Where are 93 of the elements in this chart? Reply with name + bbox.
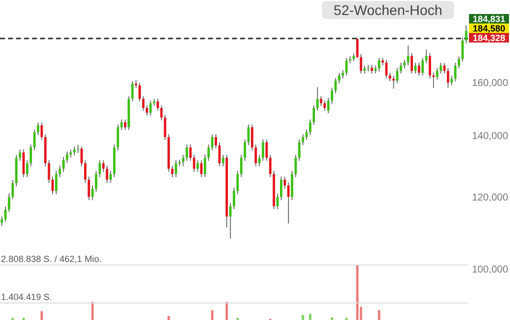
candlestick	[378, 57, 380, 72]
candlestick	[287, 182, 290, 224]
candlestick	[200, 160, 203, 178]
candlestick	[414, 62, 417, 74]
candlestick	[229, 202, 232, 240]
candlestick	[0, 216, 3, 226]
candlestick	[94, 170, 98, 192]
candlestick	[40, 122, 43, 140]
candlestick	[396, 68, 398, 84]
candlestick	[80, 146, 83, 167]
candlestick	[178, 159, 181, 167]
bar	[40, 311, 43, 320]
candlestick	[258, 154, 261, 167]
candlestick	[392, 75, 395, 90]
candlestick	[156, 98, 159, 112]
y-tick-label: 120,000	[472, 192, 509, 204]
candlestick	[214, 134, 218, 149]
candlestick	[265, 138, 268, 162]
candlestick	[134, 80, 138, 88]
candlestick	[236, 170, 239, 195]
candlestick	[102, 160, 105, 172]
text: 184,831	[472, 14, 506, 24]
candlestick	[22, 149, 25, 178]
candlestick	[84, 160, 86, 184]
candlestick	[440, 62, 442, 74]
candlestick	[298, 138, 300, 162]
candlestick	[36, 122, 40, 136]
candlestick	[211, 134, 214, 151]
candlestick	[443, 62, 446, 74]
candlestick	[406, 45, 410, 66]
candlestick	[240, 154, 242, 178]
candlestick	[327, 97, 330, 114]
candlestick	[454, 62, 456, 82]
candlestick	[138, 82, 141, 102]
bar	[226, 302, 228, 320]
candlestick	[98, 160, 101, 178]
candlestick	[250, 124, 254, 151]
candlestick	[12, 180, 14, 200]
candlestick	[425, 49, 428, 64]
ref-line-label: 1.404.419 S.	[1, 292, 52, 302]
candlestick	[186, 144, 188, 162]
candlestick	[192, 154, 196, 172]
candlestick	[428, 52, 432, 79]
candlestick	[26, 160, 28, 178]
candlestick	[109, 170, 112, 184]
ref-line-label: 2.808.838 S. / 462,1 Mio.	[1, 254, 102, 264]
y-tick-label: 160,000	[472, 78, 509, 90]
candlestick	[280, 176, 282, 201]
candlestick	[348, 56, 352, 64]
candlestick	[58, 165, 62, 178]
ref-line-label: 52-Wochen-Hoch	[334, 2, 442, 18]
candlestick	[171, 165, 174, 178]
candlestick	[400, 62, 402, 74]
bar	[168, 316, 170, 320]
text: 184,580	[472, 24, 506, 34]
candlestick	[338, 72, 340, 84]
candlestick	[116, 124, 120, 151]
candlestick	[465, 24, 468, 44]
candlestick	[244, 138, 246, 162]
candlestick	[450, 75, 453, 86]
bar	[211, 310, 214, 320]
bar	[309, 314, 312, 320]
candlestick	[254, 144, 257, 167]
candlestick	[294, 154, 297, 178]
candlestick	[334, 78, 337, 94]
y-tick-label: 100,000	[472, 264, 509, 276]
candlestick	[131, 80, 134, 102]
candlestick	[66, 151, 68, 164]
candlestick	[385, 59, 388, 79]
candlestick	[182, 154, 184, 167]
candlestick	[142, 96, 144, 112]
candlestick	[196, 160, 199, 172]
candlestick	[324, 100, 326, 112]
candlestick	[410, 52, 413, 74]
bar	[378, 310, 380, 320]
candlestick	[421, 57, 424, 76]
candlestick	[207, 144, 210, 162]
candlestick	[356, 38, 359, 59]
candlestick	[269, 154, 272, 178]
candlestick	[222, 154, 224, 167]
text: 184,328	[472, 33, 506, 43]
bar	[356, 265, 359, 320]
candlestick	[312, 104, 315, 126]
candlestick	[309, 119, 312, 136]
y-tick-label: 140,000	[472, 131, 509, 142]
candlestick	[436, 68, 438, 80]
candlestick	[284, 176, 286, 190]
candlestick	[30, 144, 32, 167]
candlestick	[51, 176, 54, 195]
candlestick	[88, 176, 90, 201]
candlestick	[55, 170, 58, 195]
candlestick	[76, 144, 80, 154]
candlestick	[124, 119, 126, 130]
